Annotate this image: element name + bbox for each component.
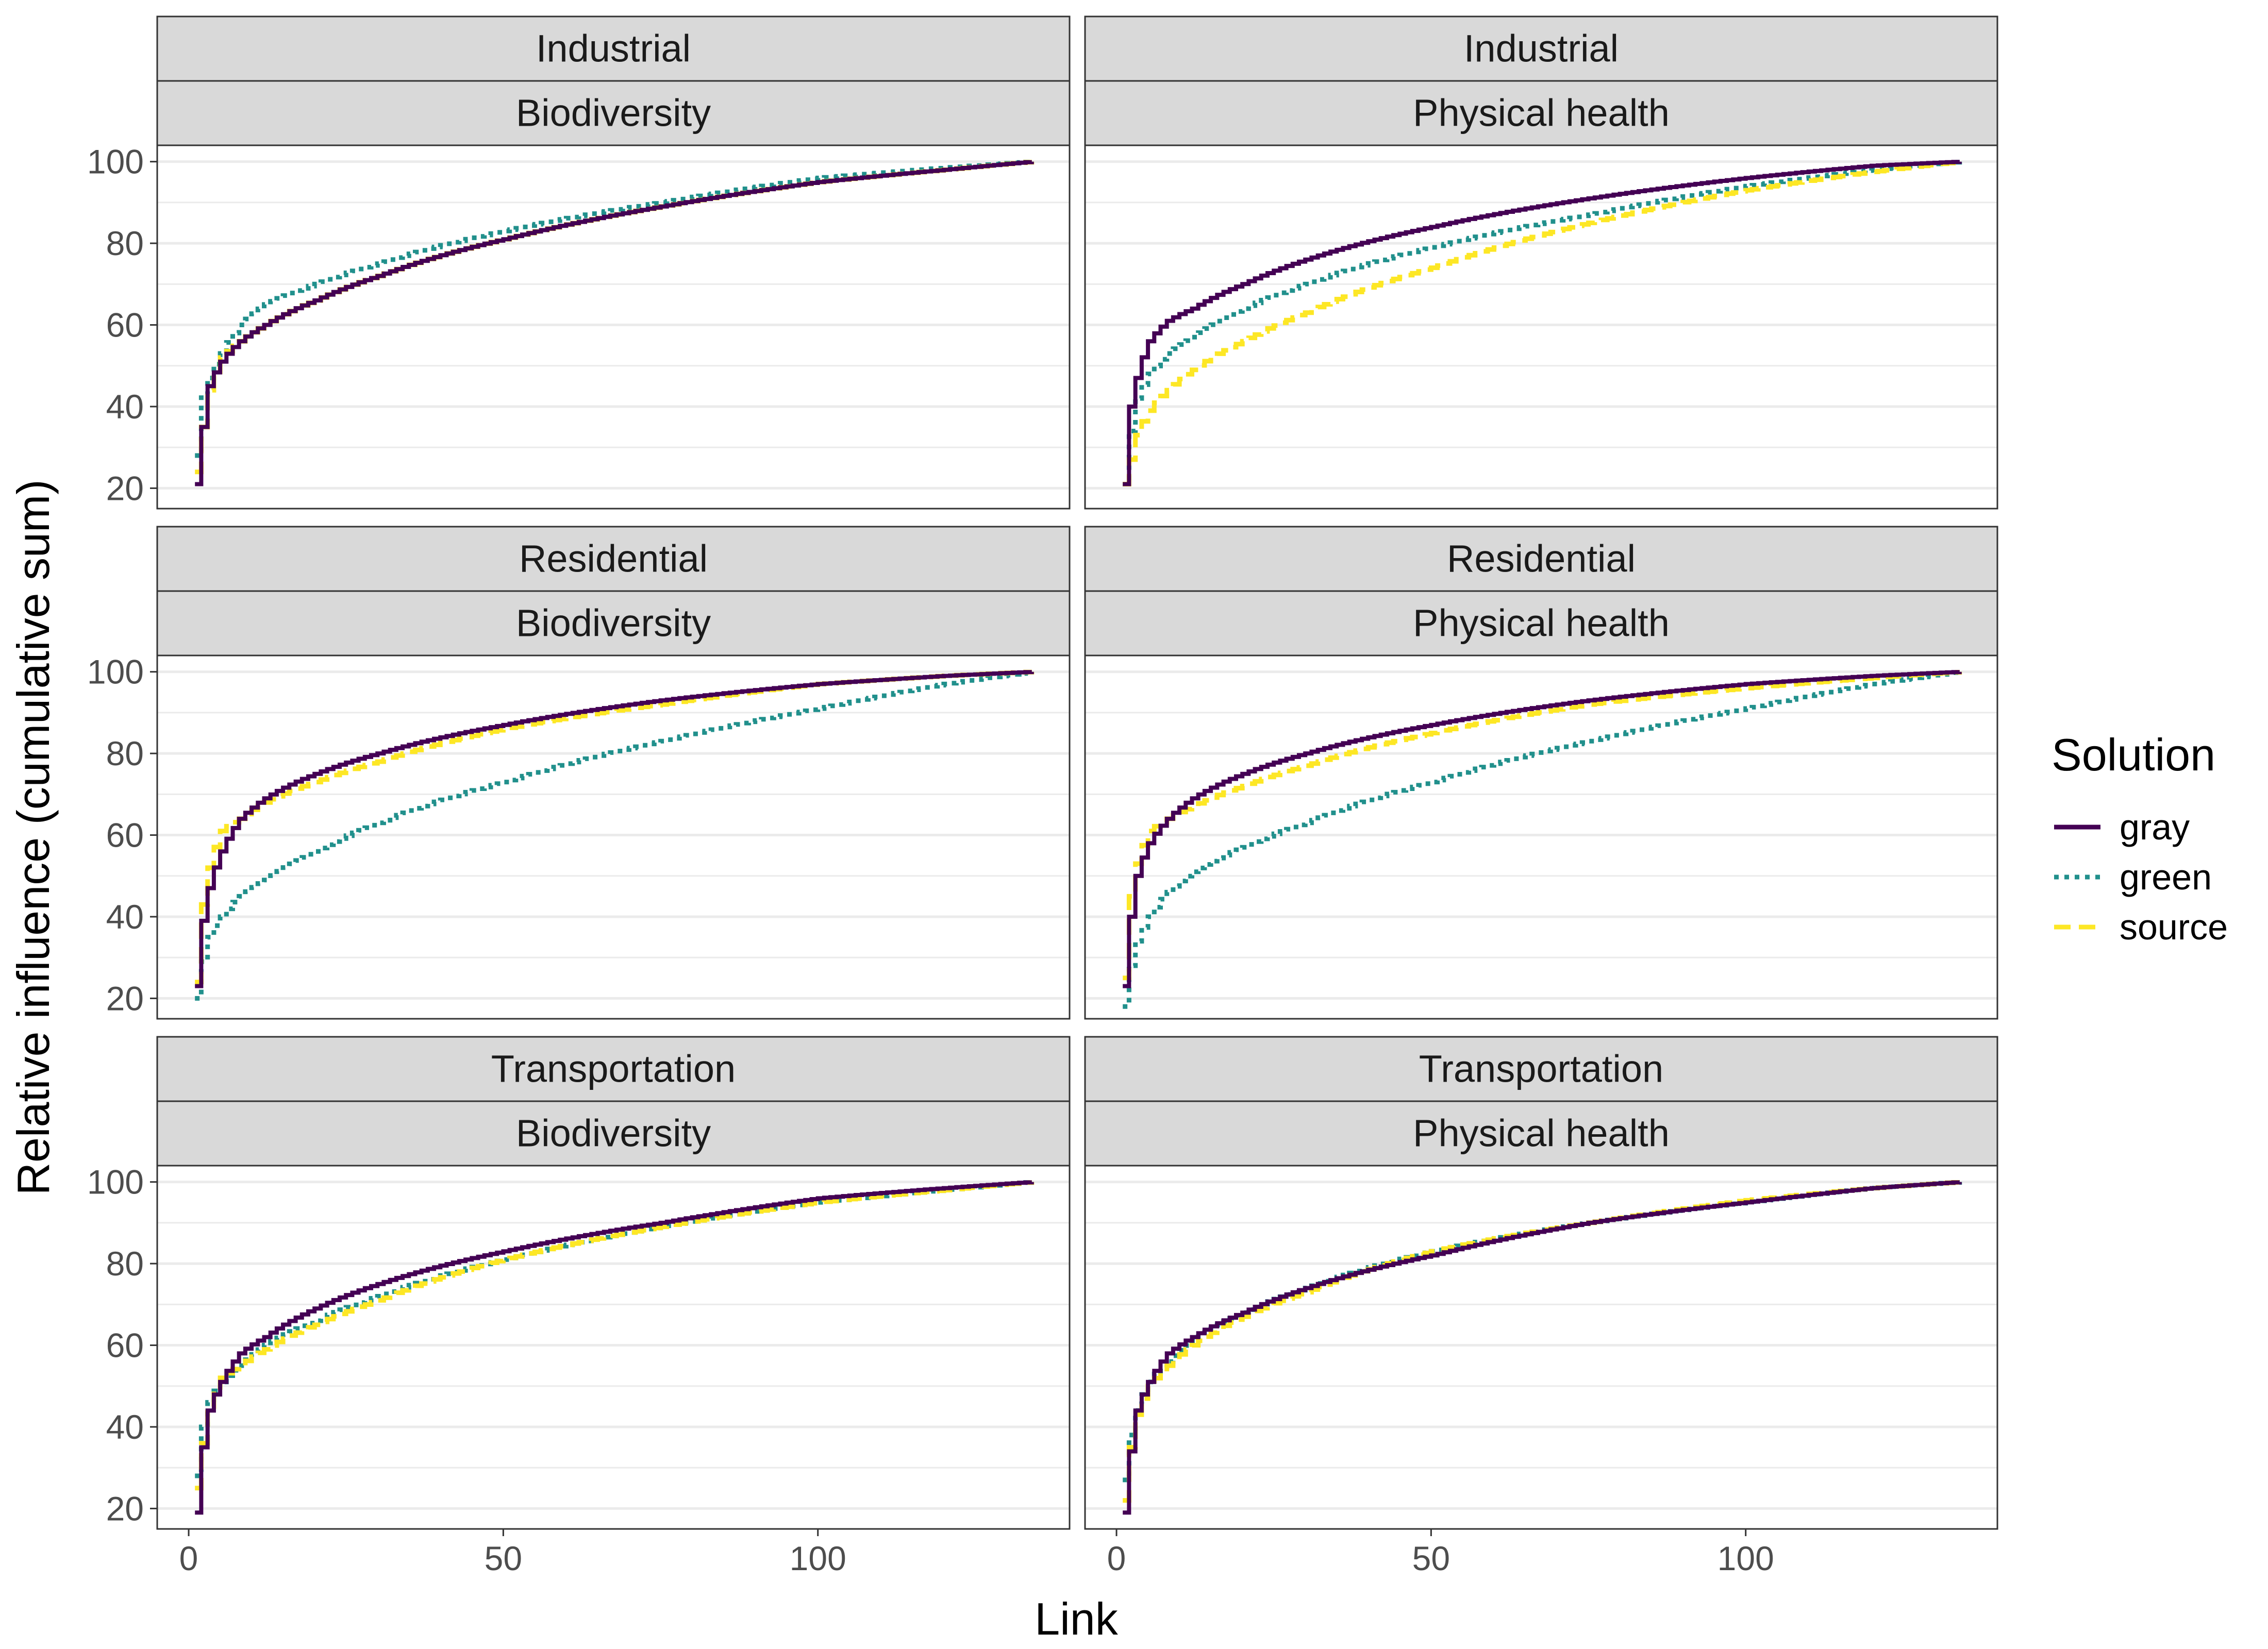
y-tick-label: 20 [106,469,144,507]
series-line-gray [195,160,1034,486]
facet-strip [156,1036,1071,1102]
facet-strip-label: Industrial [1464,27,1619,70]
panel-border [156,654,1071,1020]
facet-strip-label: Physical health [1413,1112,1670,1155]
plot-background [1085,655,1997,1019]
plot-background [157,1166,1070,1529]
x-tick-label: 0 [1107,1539,1126,1577]
facet-strip-label: Physical health [1413,92,1670,134]
facet-strip [1084,526,1998,592]
y-tick-label: 80 [106,734,144,772]
facet-strip-label: Biodiversity [516,602,711,645]
facet-strip-label: Transportation [1419,1048,1663,1090]
plot-background [157,655,1070,1019]
y-axis-title: Relative influence (cumulative sum) [8,479,59,1195]
facet-strip [156,80,1071,146]
series-line-gray [1123,160,1962,486]
facet-strip [1084,590,1998,657]
legend-label-green: green [2120,857,2212,897]
y-tick-label: 100 [87,653,144,691]
facet-panel: Transportation Physical health [1084,1036,1998,1530]
facet-strip [1084,15,1998,82]
series-line-gray [1123,670,1962,988]
y-tick-label: 60 [106,816,144,854]
series-line-green [1123,160,1962,486]
axes-layer: 20 40 60 80 100 20 40 60 80 100 20 40 60 80 100 0 50 100 0… [87,143,1774,1577]
y-tick-label: 100 [87,143,144,181]
facet-panel: Transportation Biodiversity [156,1036,1071,1530]
y-tick-label: 40 [106,388,144,426]
legend-label-gray: gray [2120,807,2190,847]
plot-background [157,145,1070,509]
facet-strip [1084,80,1998,146]
x-tick-label: 50 [1412,1539,1450,1577]
x-tick-label: 0 [179,1539,198,1577]
y-tick-label: 60 [106,1326,144,1365]
facet-strip-label: Industrial [536,27,691,70]
facet-strip-label: Physical health [1413,602,1670,645]
legend-label-source: source [2120,907,2228,947]
x-tick-label: 100 [790,1539,846,1577]
series-line-green [1123,670,1962,1009]
panel-border [1084,144,1998,510]
x-tick-label: 100 [1717,1539,1774,1577]
y-tick-label: 80 [106,1244,144,1283]
series-line-gray [1123,1180,1962,1515]
y-tick-label: 40 [106,1408,144,1446]
y-tick-label: 20 [106,1489,144,1527]
legend-entries: gray green source [2054,807,2228,947]
panels-layer: Industrial Biodiversity Industrial Physical… [156,15,1998,1530]
series-line-green [195,670,1035,1001]
facet-strip [156,15,1071,82]
x-axis-title: Link [1035,1593,1118,1644]
facet-strip [1084,1036,1998,1102]
legend: Solution gray green source [2052,729,2228,947]
facet-strip-label: Biodiversity [516,92,711,134]
panel-border [156,1165,1071,1530]
facet-panel: Residential Physical health [1084,526,1998,1020]
facet-panel: Industrial Biodiversity [156,15,1071,510]
facet-strip-label: Residential [1447,537,1636,580]
panel-border [1084,1165,1998,1530]
facet-strip-label: Transportation [491,1048,736,1090]
facet-strip [156,1100,1071,1167]
facet-strip [156,526,1071,592]
panel-border [1084,654,1998,1020]
legend-title: Solution [2052,729,2215,780]
series-line-gray [195,670,1034,988]
y-tick-label: 80 [106,224,144,262]
plot-background [1085,1166,1997,1529]
facet-strip-label: Residential [519,537,708,580]
y-tick-label: 100 [87,1163,144,1201]
facet-strip-label: Biodiversity [516,1112,711,1155]
facet-panel: Industrial Physical health [1084,15,1998,510]
y-tick-label: 40 [106,898,144,936]
x-tick-label: 50 [485,1539,522,1577]
series-line-gray [195,1180,1034,1515]
y-tick-label: 60 [106,306,144,344]
facet-panel: Residential Biodiversity [156,526,1071,1020]
series-line-source [195,1180,1035,1491]
facet-strip [156,590,1071,657]
series-line-source [1123,160,1962,486]
series-line-source [1123,670,1962,981]
series-line-green [195,160,1035,458]
plot-background [1085,145,1997,509]
y-tick-label: 20 [106,979,144,1017]
panel-border [156,144,1071,510]
